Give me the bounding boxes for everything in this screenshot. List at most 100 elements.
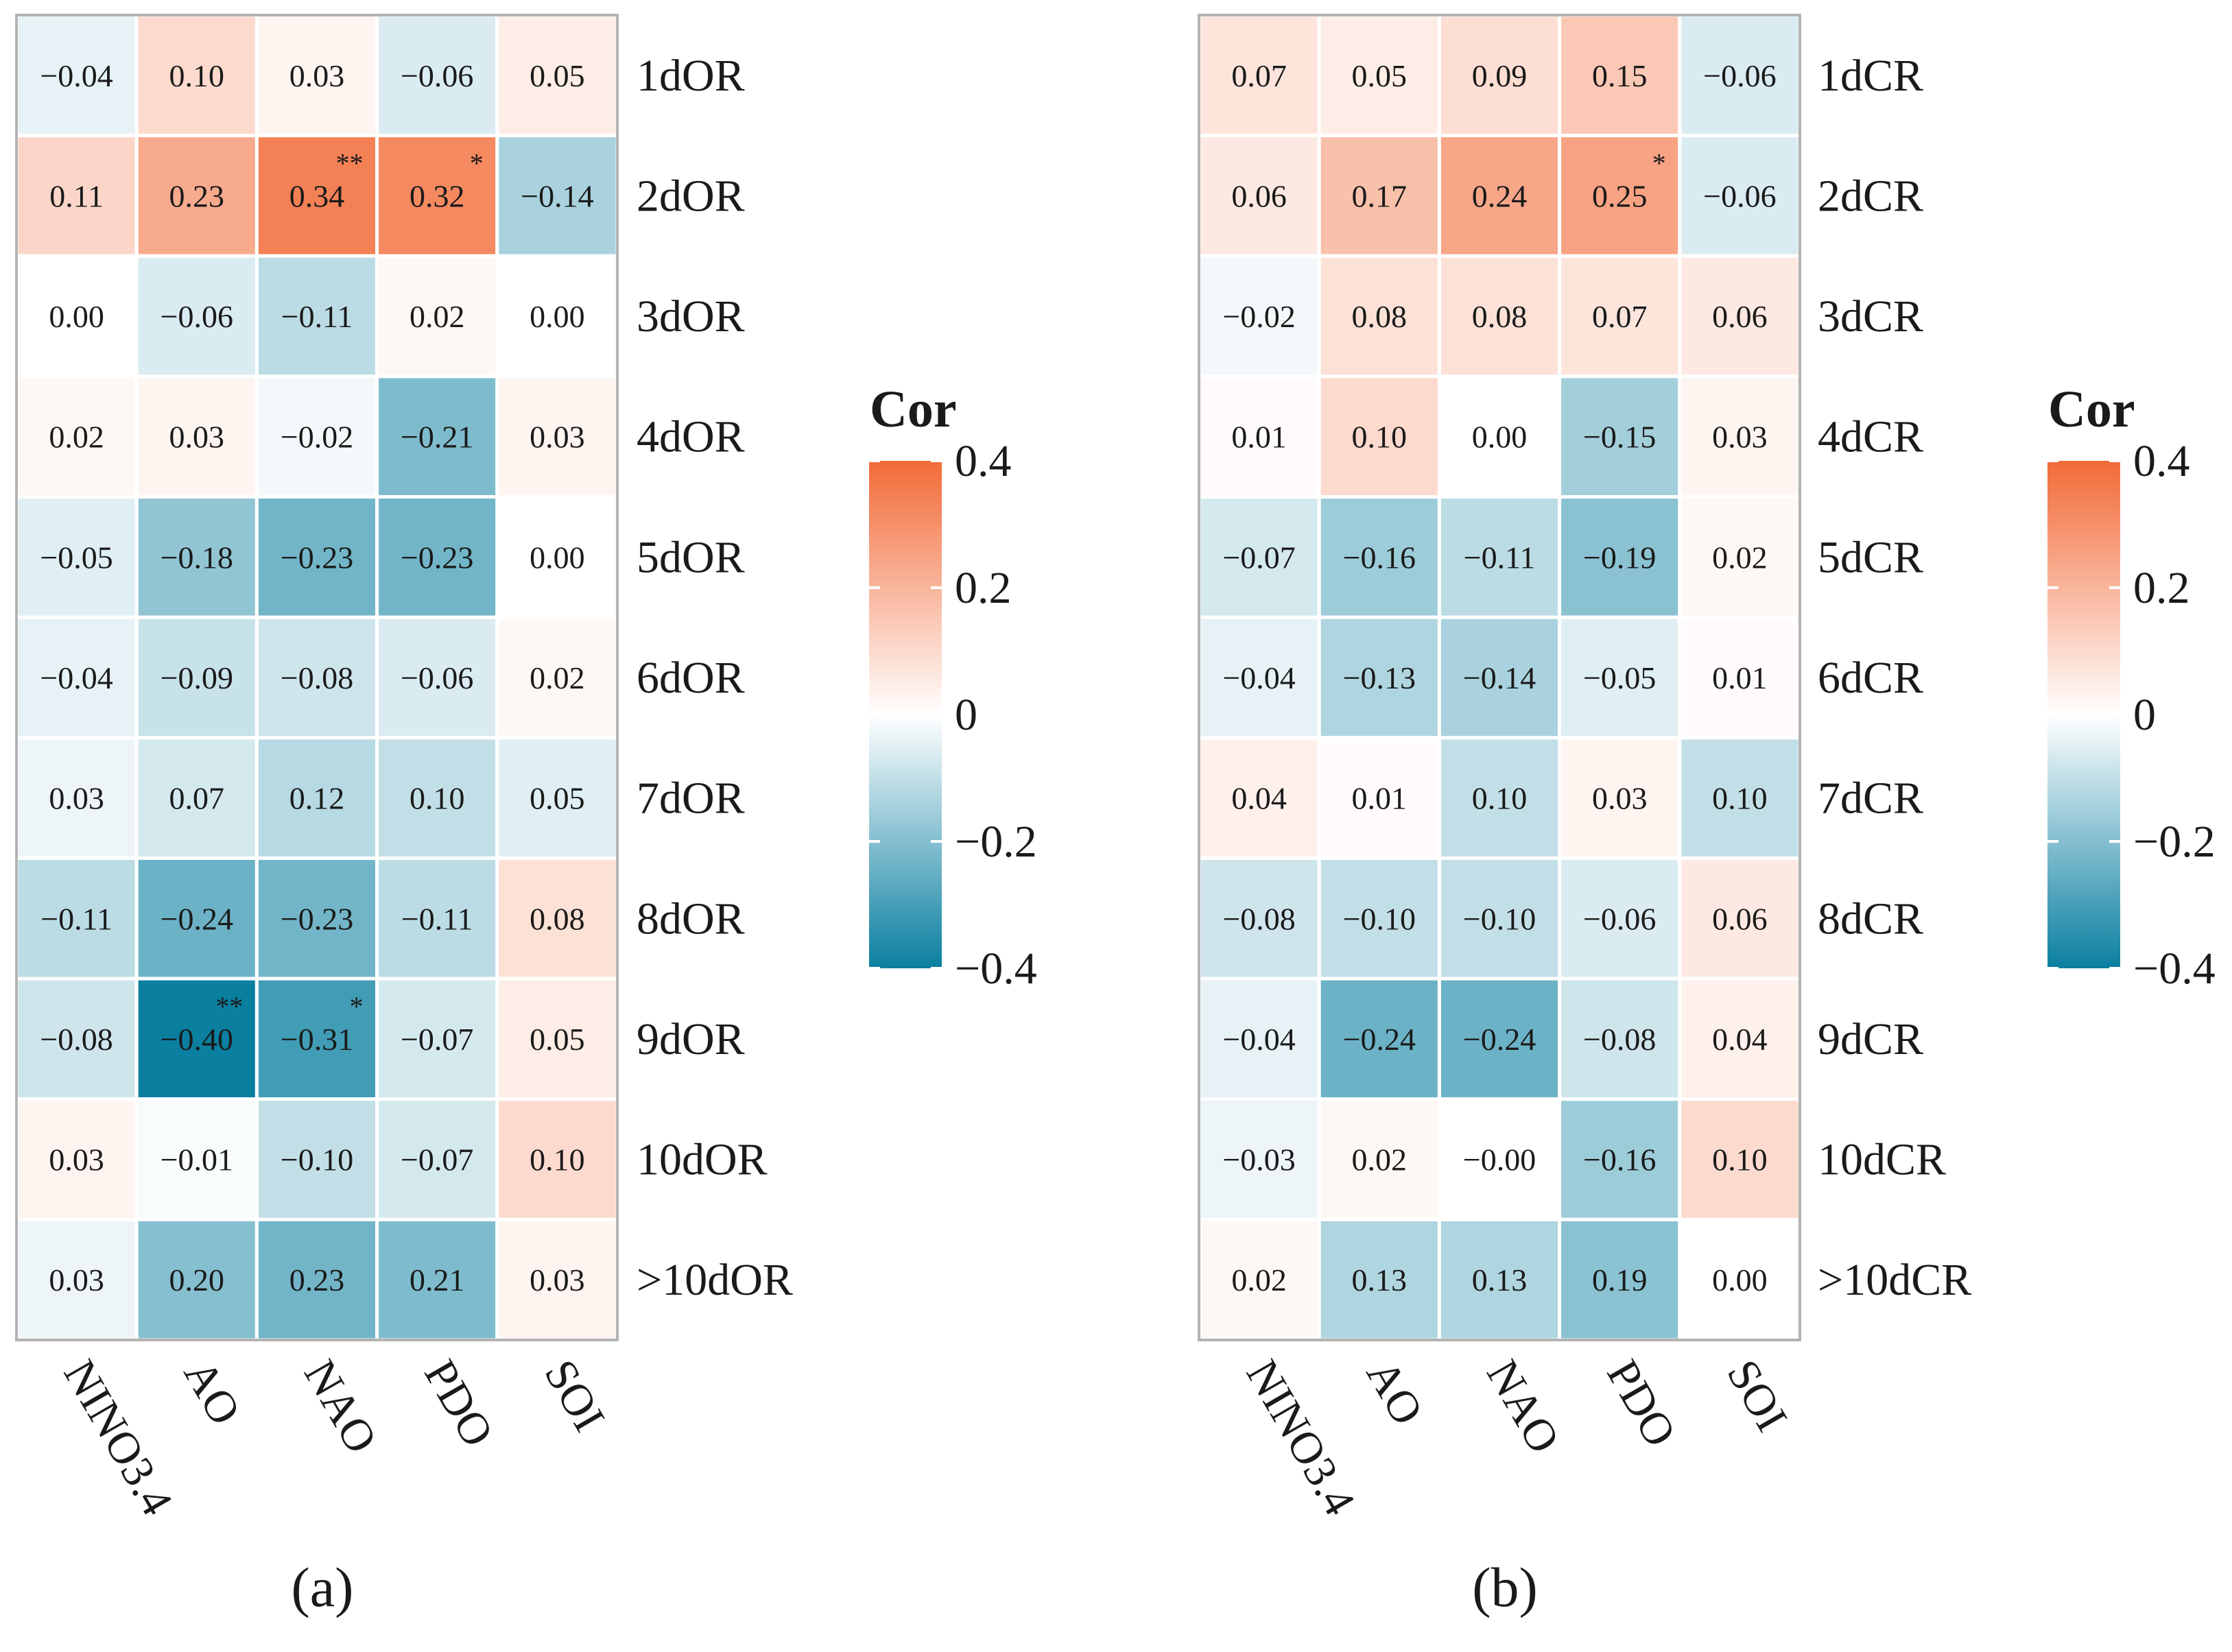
heatmap-cell-3dor-ao xyxy=(134,254,259,379)
cell-value-label: 0.08 xyxy=(530,901,585,936)
heatmap-cell-3dcr-pdo xyxy=(1558,254,1682,379)
heatmap-cell-1dcr-pdo xyxy=(1558,13,1682,138)
cell-value-label: 0.23 xyxy=(169,178,225,213)
row-label-2dcr: 2dCR xyxy=(1818,171,1923,221)
cell-value-label: 0.03 xyxy=(49,1142,104,1177)
cell-value-label: 0.24 xyxy=(1472,178,1528,213)
colorbar xyxy=(869,461,942,968)
cell-value-label: 0.13 xyxy=(1472,1262,1528,1297)
row-label-10dcr: 10dCR xyxy=(1818,1135,1946,1185)
cell-value-label: 0.00 xyxy=(530,540,585,575)
heatmap-cell-1dor-nao xyxy=(254,13,379,138)
heatmap-cell-5dcr-pdo xyxy=(1558,495,1682,619)
cell-value-label: 0.00 xyxy=(1712,1262,1768,1297)
cell-value-label: −0.15 xyxy=(1583,420,1656,455)
cell-value-label: 0.12 xyxy=(289,781,345,816)
cell-value-label: 0.05 xyxy=(530,781,585,816)
row-label-8dcr: 8dCR xyxy=(1818,894,1923,944)
heatmap-cell-10dor-nao xyxy=(254,1097,379,1221)
cell-value-label: 0.02 xyxy=(1231,1262,1287,1297)
cell-value-label: −0.06 xyxy=(1703,178,1776,213)
heatmap-cell-4dcr-soi xyxy=(1678,374,1802,499)
cell-value-label: 0.08 xyxy=(1472,299,1528,334)
row-label-4dcr: 4dCR xyxy=(1818,412,1923,462)
heatmap-cell-3dor-nao xyxy=(254,254,379,379)
cell-value-label: 0.17 xyxy=(1352,178,1408,213)
cell-value-label: −0.04 xyxy=(1222,660,1295,695)
heatmap-cell-4dor-ao xyxy=(134,374,259,499)
cell-value-label: 0.00 xyxy=(49,299,104,334)
cell-value-label: 0.03 xyxy=(1712,420,1768,455)
heatmap-cell-5dor-nao xyxy=(254,495,379,619)
heatmap-cell-10dor-pdo xyxy=(375,1217,499,1342)
cell-value-label: 0.01 xyxy=(1352,781,1408,816)
heatmap-cell-6dcr-ao xyxy=(1317,615,1441,740)
row-label-4dor: 4dOR xyxy=(637,412,745,462)
cell-value-label: 0.20 xyxy=(169,1262,225,1297)
cell-value-label: 0.34 xyxy=(289,178,345,213)
heatmap-cell-9dor-soi xyxy=(495,977,619,1101)
cell-value-label: 0.05 xyxy=(530,58,585,93)
heatmap-cell-9dcr-nino3-4 xyxy=(1197,977,1321,1101)
cell-value-label: −0.16 xyxy=(1583,1142,1656,1177)
heatmap-cell-5dcr-nao xyxy=(1437,495,1562,619)
cell-value-label: −0.14 xyxy=(521,178,593,213)
significance-marker: * xyxy=(350,991,364,1022)
cell-value-label: 0.13 xyxy=(1352,1262,1408,1297)
cell-value-label: −0.10 xyxy=(281,1142,353,1177)
row-label-8dor: 8dOR xyxy=(637,894,745,944)
cell-value-label: 0.00 xyxy=(1472,420,1528,455)
cell-value-label: 0.03 xyxy=(289,58,345,93)
row-label-3dor: 3dOR xyxy=(637,291,745,342)
cell-value-label: −0.08 xyxy=(281,660,353,695)
cell-value-label: −0.18 xyxy=(161,540,233,575)
cell-value-label: 0.10 xyxy=(1712,781,1768,816)
cell-value-label: −0.19 xyxy=(1583,540,1656,575)
row-label-7dor: 7dOR xyxy=(637,774,745,824)
cell-value-label: −0.23 xyxy=(281,540,353,575)
heatmap-cell-9dcr-ao xyxy=(1317,977,1441,1101)
colorbar xyxy=(2047,461,2120,968)
cell-value-label: 0.04 xyxy=(1712,1022,1768,1057)
cell-value-label: −0.02 xyxy=(1222,299,1295,334)
heatmap-cell-6dor-nino3-4 xyxy=(14,615,139,740)
heatmap-cell-10dcr-soi xyxy=(1678,1097,1802,1221)
heatmap-cell-6dcr-nao xyxy=(1437,615,1562,740)
cell-value-label: 0.10 xyxy=(1472,781,1528,816)
cell-value-label: −0.07 xyxy=(401,1142,473,1177)
cell-value-label: −0.04 xyxy=(40,58,112,93)
heatmap-cell-8dcr-ao xyxy=(1317,856,1441,981)
heatmap-cell-2dor-nao xyxy=(254,134,379,258)
cell-value-label: 0.03 xyxy=(49,1262,104,1297)
cell-value-label: 0.03 xyxy=(169,420,225,455)
heatmap-cell-10dcr-nino3-4 xyxy=(1197,1097,1321,1221)
cell-value-label: −0.24 xyxy=(1343,1022,1416,1057)
panel-border xyxy=(1198,14,1801,1341)
cell-value-label: 0.09 xyxy=(1472,58,1528,93)
cell-value-label: −0.11 xyxy=(281,299,353,334)
heatmap-cell-10dcr-ao xyxy=(1317,1097,1441,1221)
row-label-7dcr: 7dCR xyxy=(1818,774,1923,824)
cell-value-label: −0.31 xyxy=(281,1022,353,1057)
heatmap-cell-10dcr-pdo xyxy=(1558,1217,1682,1342)
cell-value-label: −0.23 xyxy=(281,901,353,936)
cell-value-label: −0.06 xyxy=(161,299,233,334)
row-label-6dor: 6dOR xyxy=(637,653,745,703)
cell-value-label: −0.06 xyxy=(1583,901,1656,936)
cell-value-label: 0.05 xyxy=(530,1022,585,1057)
cell-value-label: 0.21 xyxy=(409,1262,465,1297)
cell-value-label: −0.06 xyxy=(401,58,473,93)
cell-value-label: 0.15 xyxy=(1592,58,1648,93)
cell-value-label: 0.02 xyxy=(530,660,585,695)
heatmap-panel-b: 0.07 0.05 0.09 0.15 −0.06 0.06 0.17 0.24 0.25* −0… xyxy=(1197,13,1971,1618)
colorbar-tick-label: 0.2 xyxy=(955,563,1012,613)
colorbar-tick-label: −0.4 xyxy=(2133,944,2216,994)
row-label-9dcr: 9dCR xyxy=(1818,1014,1923,1064)
cell-value-label: 0.19 xyxy=(1592,1262,1648,1297)
heatmap-cell-9dcr-soi xyxy=(1678,977,1802,1101)
row-label-10dor: 10dOR xyxy=(637,1135,768,1185)
row-label-1dcr: 1dCR xyxy=(1818,51,1923,101)
colorbar-tick-label: −0.2 xyxy=(955,817,1037,867)
